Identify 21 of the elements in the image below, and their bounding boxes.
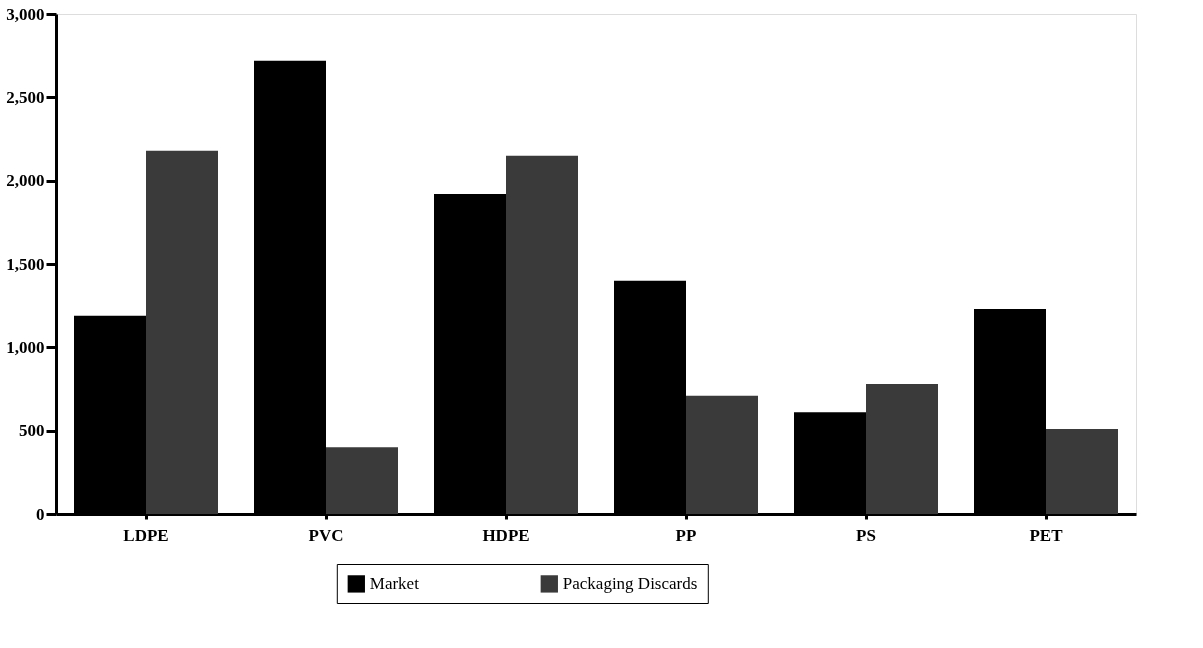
legend-label: Market	[369, 573, 420, 593]
bar	[1046, 429, 1118, 514]
y-tick-label: 2,500	[6, 87, 45, 107]
y-tick-label: 0	[36, 504, 45, 524]
legend-label: Packaging Discards	[562, 573, 698, 593]
bar	[506, 155, 578, 514]
x-tick-label: HDPE	[482, 525, 530, 545]
bar	[686, 395, 758, 514]
y-tick-label: 500	[19, 421, 45, 441]
bar	[326, 447, 398, 514]
y-tick-label: 2,000	[6, 171, 45, 191]
x-tick-label: LDPE	[123, 525, 169, 545]
bar	[866, 384, 938, 514]
y-tick-label: 1,500	[6, 254, 45, 274]
x-tick-label: PP	[675, 525, 697, 545]
x-tick-label: PVC	[308, 525, 344, 545]
x-tick-label: PS	[856, 525, 876, 545]
bar	[146, 150, 218, 514]
y-tick-label: 3,000	[6, 4, 45, 24]
x-tick-label: PET	[1029, 525, 1064, 545]
y-tick-label: 1,000	[6, 337, 45, 357]
